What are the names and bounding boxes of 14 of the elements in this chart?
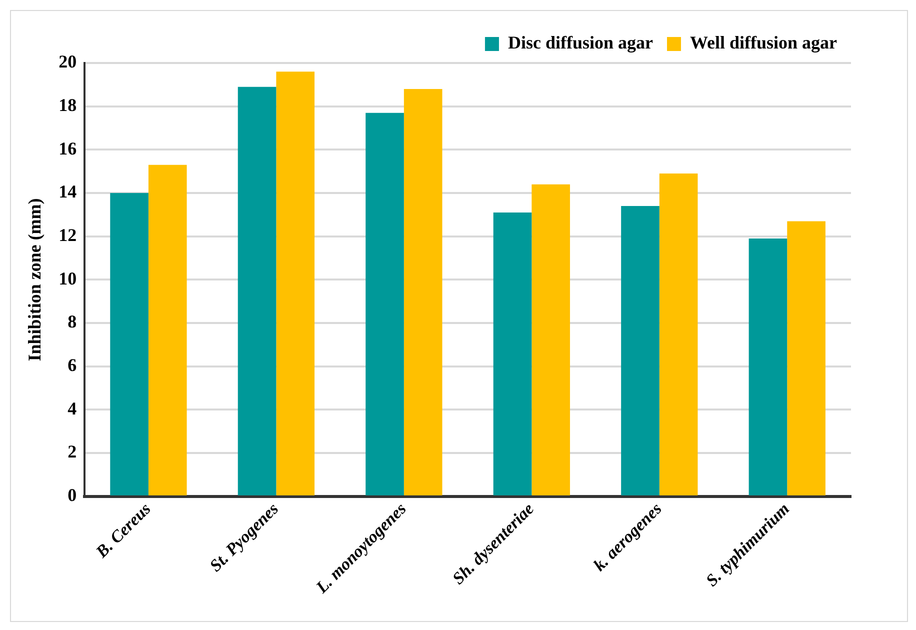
y-axis-title: Inhibition zone (mm) bbox=[24, 198, 44, 362]
y-tick-label: 14 bbox=[58, 182, 77, 202]
y-tick-label: 4 bbox=[68, 398, 77, 418]
y-tick-label: 0 bbox=[68, 485, 77, 506]
legend-label: Well diffusion agar bbox=[690, 32, 838, 53]
y-tick-label: 18 bbox=[58, 95, 77, 115]
y-tick-label: 12 bbox=[58, 225, 77, 246]
y-tick-label: 20 bbox=[58, 52, 77, 72]
y-tick-label: 8 bbox=[68, 312, 77, 332]
legend-label: Disc diffusion agar bbox=[508, 32, 653, 53]
y-tick-label: 6 bbox=[68, 355, 77, 376]
y-tick-label: 10 bbox=[58, 268, 77, 288]
y-tick-label: 16 bbox=[58, 138, 77, 158]
y-tick-label: 2 bbox=[68, 442, 77, 462]
